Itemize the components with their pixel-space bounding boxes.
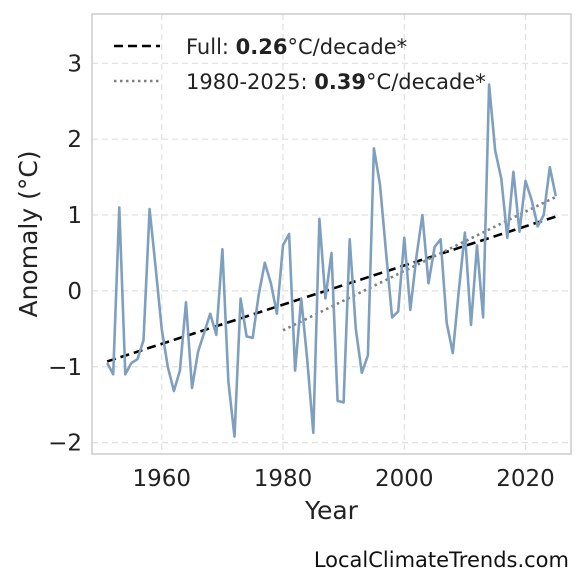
x-tick-label: 1960 bbox=[132, 466, 191, 492]
legend: Full: 0.26°C/decade* 1980-2025: 0.39°C/d… bbox=[114, 35, 486, 94]
trend-line-full bbox=[106, 215, 557, 363]
legend-recent-prefix: 1980-2025: bbox=[186, 70, 314, 94]
trend-line-recent bbox=[282, 195, 557, 332]
y-tick-label: 2 bbox=[67, 127, 82, 153]
legend-full-prefix: Full: bbox=[186, 35, 236, 59]
legend-entry-full: Full: 0.26°C/decade* bbox=[186, 35, 407, 59]
y-tick-label: −2 bbox=[48, 431, 82, 457]
x-tick-label: 2020 bbox=[496, 466, 555, 492]
x-tick-label: 2000 bbox=[375, 466, 434, 492]
series-line bbox=[106, 83, 558, 438]
y-tick-label: 1 bbox=[67, 203, 82, 229]
legend-full-suffix: °C/decade* bbox=[288, 35, 408, 59]
plot-frame bbox=[91, 13, 572, 455]
y-axis-label: Anomaly (°C) bbox=[14, 150, 43, 317]
x-tick-label: 1980 bbox=[254, 466, 313, 492]
legend-recent-suffix: °C/decade* bbox=[366, 70, 486, 94]
legend-entry-recent: 1980-2025: 0.39°C/decade* bbox=[186, 70, 486, 94]
y-tick-label: −1 bbox=[48, 355, 82, 381]
watermark: LocalClimateTrends.com bbox=[313, 548, 569, 572]
y-tick-label: 0 bbox=[67, 279, 82, 305]
grid bbox=[92, 14, 571, 454]
tick-labels: 1960 1980 2000 2020 −2 −1 0 1 2 3 bbox=[48, 51, 555, 492]
legend-recent-value: 0.39 bbox=[314, 70, 366, 94]
legend-full-value: 0.26 bbox=[236, 35, 288, 59]
x-axis-label: Year bbox=[304, 496, 359, 525]
y-tick-label: 3 bbox=[67, 51, 82, 77]
